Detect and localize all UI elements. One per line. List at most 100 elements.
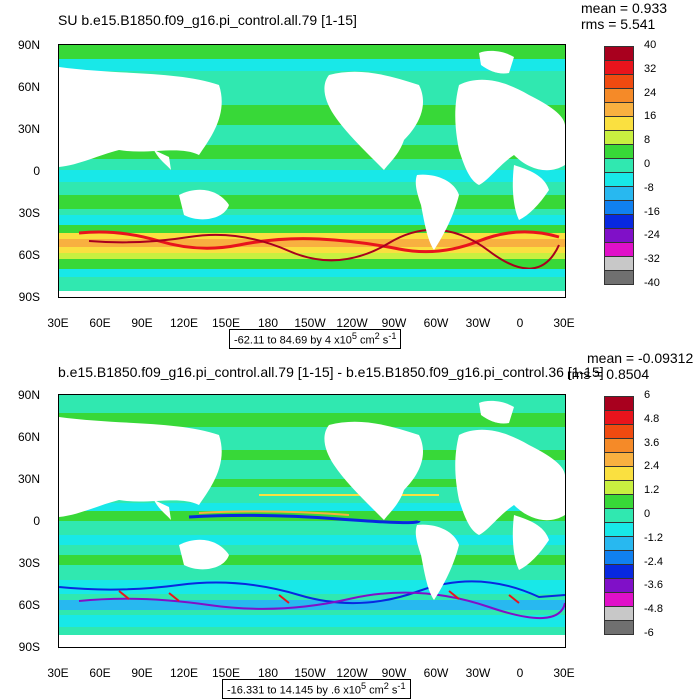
lat-label: 90S — [18, 640, 40, 654]
colorbar-swatch — [604, 578, 634, 593]
colorbar-label: -3.6 — [644, 579, 663, 592]
lat-label: 60S — [18, 598, 40, 612]
colorbar-swatch — [604, 172, 634, 187]
colorbar-swatch — [604, 606, 634, 621]
plot-panel-bottom: b.e15.B1850.f09_g16.pi_control.all.79 [1… — [0, 350, 700, 700]
colorbar-swatch — [604, 620, 634, 635]
colorbar-label: -16 — [644, 205, 660, 218]
colorbar-swatch — [604, 410, 634, 425]
colorbar-swatch — [604, 46, 634, 61]
colorbar-swatch — [604, 60, 634, 75]
colorbar-swatch — [604, 536, 634, 551]
lat-label: 60S — [18, 248, 40, 262]
plot-title: SU b.e15.B1850.f09_g16.pi_control.all.79… — [58, 12, 357, 28]
lon-label: 120E — [169, 666, 199, 680]
lat-label: 90N — [17, 38, 40, 52]
colorbar-swatch — [604, 424, 634, 439]
colorbar-swatch — [604, 522, 634, 537]
range-exponent: 5 — [360, 681, 367, 691]
colorbar-label: 2.4 — [644, 460, 660, 473]
lon-label: 30W — [465, 666, 491, 680]
colorbar-label: 3.6 — [644, 436, 660, 449]
colorbar-label: 6 — [644, 389, 651, 401]
lon-label: 150W — [294, 666, 326, 680]
range-units: cm — [356, 334, 375, 347]
lon-label: 180 — [257, 316, 279, 330]
colorbar-swatch — [604, 200, 634, 215]
colorbar-label: 32 — [644, 62, 657, 75]
lon-label: 120W — [336, 316, 368, 330]
global-difference-map — [59, 395, 565, 647]
plot-title: b.e15.B1850.f09_g16.pi_control.all.79 [1… — [58, 364, 604, 380]
lat-label: 30N — [17, 122, 40, 136]
mean-stat: mean = 0.933 — [581, 0, 668, 16]
colorbar-label: 24 — [644, 86, 657, 99]
lon-label: 90E — [131, 316, 153, 330]
lon-label: 150E — [211, 316, 241, 330]
colorbar-swatch — [604, 74, 634, 89]
colorbar-swatch — [604, 256, 634, 271]
lon-label: 90W — [381, 316, 407, 330]
contour-range-box: -16.331 to 14.145 by .6 x105 cm2 s-1 — [222, 679, 411, 699]
colorbar-label: -24 — [644, 229, 660, 242]
lon-label: 0 — [516, 666, 524, 680]
lon-label: 180 — [257, 666, 279, 680]
colorbar-swatch — [604, 438, 634, 453]
range-text: -62.11 to 84.69 by 4 x10 — [234, 334, 352, 347]
colorbar-swatch — [604, 242, 634, 257]
colorbar-swatch — [604, 186, 634, 201]
colorbar: 40 32 24 16 8 0 -8 -16 -24 -32 -40 — [604, 39, 660, 289]
lon-label: 60E — [89, 666, 111, 680]
lat-label: 30S — [18, 206, 40, 220]
colorbar-label: 0 — [644, 508, 651, 520]
colorbar-swatch — [604, 452, 634, 467]
lon-label: 60E — [89, 316, 111, 330]
colorbar-label: 4.8 — [644, 412, 660, 425]
map-plot-area — [58, 394, 566, 648]
colorbar-label: 40 — [644, 39, 657, 51]
lon-label: 30W — [465, 316, 491, 330]
colorbar-swatch — [604, 214, 634, 229]
colorbar-swatch — [604, 466, 634, 481]
lon-label: 90E — [131, 666, 153, 680]
colorbar-swatch — [604, 396, 634, 411]
lat-label: 90S — [18, 290, 40, 304]
range-text: -16.331 to 14.145 by .6 x10 — [227, 684, 361, 697]
colorbar-swatch — [604, 564, 634, 579]
lat-label: 30N — [17, 472, 40, 486]
lat-label: 30S — [18, 556, 40, 570]
lat-label: 60N — [17, 430, 40, 444]
lon-label: 30E — [553, 316, 575, 330]
colorbar-swatch — [604, 88, 634, 103]
colorbar-label: -8 — [644, 181, 654, 194]
range-units-tail: s — [388, 684, 398, 697]
colorbar-label: -32 — [644, 253, 660, 266]
colorbar-swatch — [604, 494, 634, 509]
colorbar-swatch — [604, 130, 634, 145]
plot-panel-top: SU b.e15.B1850.f09_g16.pi_control.all.79… — [17, 0, 668, 349]
colorbar-swatch — [604, 116, 634, 131]
colorbar-label: -40 — [644, 277, 660, 289]
range-units-exponent: 2 — [383, 681, 389, 691]
rms-stat: rms = 0.8504 — [567, 366, 650, 382]
colorbar-label: 8 — [644, 134, 651, 147]
mean-stat: mean = -0.09312 — [587, 350, 694, 366]
lat-label: 60N — [17, 80, 40, 94]
lon-label: 30E — [47, 666, 69, 680]
colorbar-label: -2.4 — [644, 555, 663, 568]
lon-label: 60W — [423, 316, 449, 330]
lat-label: 0 — [33, 164, 40, 178]
colorbar-swatch — [604, 158, 634, 173]
colorbar-swatch — [604, 270, 634, 285]
colorbar-swatch — [604, 144, 634, 159]
lon-label: 150W — [294, 316, 326, 330]
colorbar-label: -1.2 — [644, 531, 663, 544]
lon-label: 30E — [47, 316, 69, 330]
lon-label: 30E — [553, 666, 575, 680]
colorbar-swatch — [604, 508, 634, 523]
colorbar-label: 0 — [644, 158, 651, 170]
lon-label: 0 — [516, 316, 524, 330]
colorbar-swatch — [604, 480, 634, 495]
colorbar-label: 1.2 — [644, 484, 660, 497]
global-field-map — [59, 45, 565, 297]
